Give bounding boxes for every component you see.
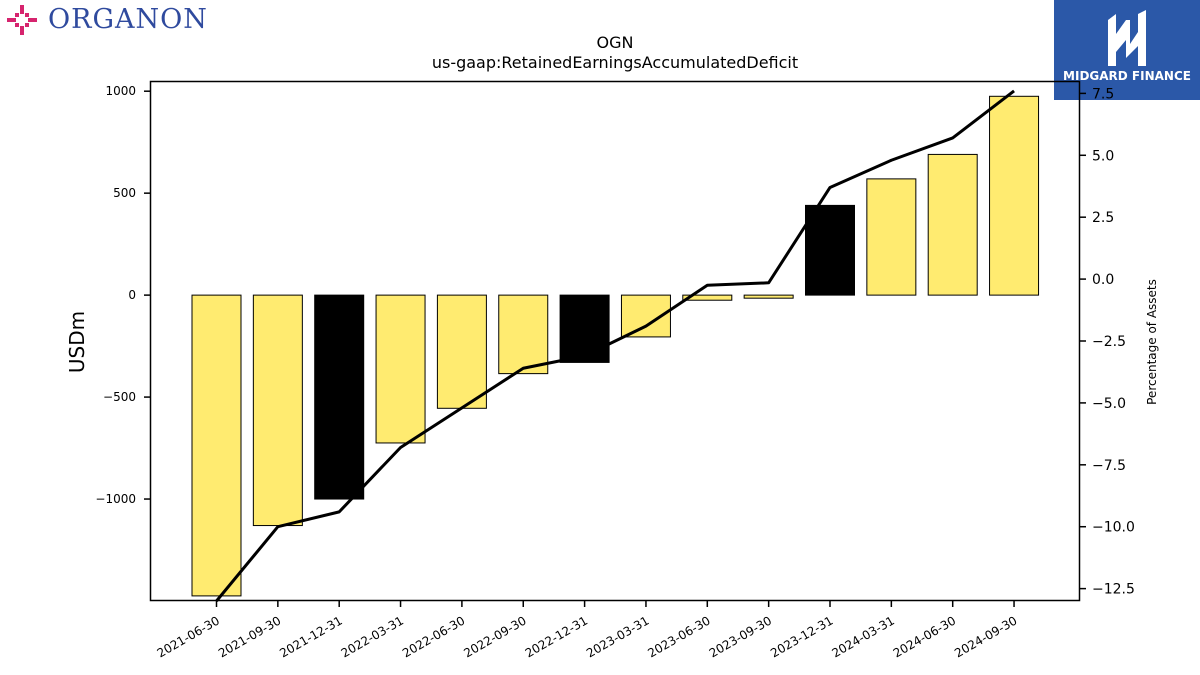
chart-title: OGN bbox=[597, 33, 634, 52]
y2-tick-label: −10.0 bbox=[1092, 520, 1135, 536]
bar-2022-09-30 bbox=[498, 294, 549, 375]
bar-2024-03-31 bbox=[866, 178, 917, 296]
midgard-mark-icon bbox=[1108, 10, 1146, 66]
bar-2024-06-30 bbox=[927, 153, 978, 296]
x-tick-label: 2022-09-30 bbox=[461, 613, 528, 660]
midgard-finance-logo: MIDGARD FINANCE bbox=[1054, 0, 1200, 100]
y2-tick-label: −12.5 bbox=[1092, 582, 1135, 598]
bar-2022-06-30 bbox=[436, 294, 487, 409]
y-tick-label: −1000 bbox=[95, 492, 136, 506]
y-tick-label: 1000 bbox=[105, 84, 136, 98]
bar-2023-09-30 bbox=[743, 294, 794, 299]
bar-series bbox=[191, 95, 1040, 597]
bar-2024-09-30 bbox=[989, 95, 1040, 296]
x-tick-label: 2023-12-31 bbox=[768, 613, 835, 660]
x-axis: 2021-06-302021-09-302021-12-312022-03-31… bbox=[155, 601, 1020, 660]
x-tick-label: 2024-09-30 bbox=[952, 613, 1019, 660]
bar-2021-12-31 bbox=[314, 294, 365, 500]
organon-mark-icon bbox=[7, 5, 37, 35]
y2-tick-label: −5.0 bbox=[1092, 396, 1126, 412]
y2-tick-label: 2.5 bbox=[1092, 210, 1114, 226]
y2-tick-label: 0.0 bbox=[1092, 272, 1114, 288]
plot-frame bbox=[149, 80, 1081, 602]
bar-2021-09-30 bbox=[252, 294, 303, 527]
bar-2021-06-30 bbox=[191, 294, 242, 597]
bar-2022-12-31 bbox=[559, 294, 610, 363]
y2-tick-label: −2.5 bbox=[1092, 334, 1126, 350]
y2-tick-label: 7.5 bbox=[1092, 86, 1114, 102]
y-tick-label: 0 bbox=[128, 288, 136, 302]
x-tick-label: 2022-06-30 bbox=[400, 613, 467, 660]
y-tick-label: −500 bbox=[103, 390, 136, 404]
x-tick-label: 2023-06-30 bbox=[645, 613, 712, 660]
midgard-logo-text: MIDGARD FINANCE bbox=[1063, 69, 1191, 83]
y2-axis-label: Percentage of Assets bbox=[1145, 279, 1159, 405]
bar-2023-03-31 bbox=[620, 294, 671, 338]
x-tick-label: 2022-12-31 bbox=[523, 613, 590, 660]
y2-tick-label: −7.5 bbox=[1092, 458, 1126, 474]
y-axis-right: −12.5 −10.0 −7.5 −5.0 −2.5 0.0 2.5 5.0 7.5 bbox=[1080, 86, 1135, 598]
y-axis-label: USDm bbox=[65, 311, 89, 373]
organon-logo: ORGANON bbox=[4, 2, 224, 42]
x-tick-label: 2023-09-30 bbox=[707, 613, 774, 660]
bar-2023-12-31 bbox=[805, 204, 855, 296]
y-tick-label: 500 bbox=[113, 186, 136, 200]
percentage-line bbox=[215, 89, 1015, 602]
y2-tick-label: 5.0 bbox=[1092, 148, 1114, 164]
chart-subtitle: us-gaap:RetainedEarningsAccumulatedDefic… bbox=[432, 53, 798, 72]
x-tick-label: 2021-06-30 bbox=[155, 613, 222, 660]
organon-logo-text: ORGANON bbox=[48, 4, 208, 35]
x-tick-label: 2024-03-31 bbox=[829, 613, 896, 660]
bar-2022-03-31 bbox=[375, 294, 426, 444]
bar-2023-06-30 bbox=[682, 294, 733, 301]
x-tick-label: 2022-03-31 bbox=[339, 613, 406, 660]
x-tick-label: 2021-12-31 bbox=[277, 613, 344, 660]
x-tick-label: 2021-09-30 bbox=[216, 613, 283, 660]
x-tick-label: 2023-03-31 bbox=[584, 613, 651, 660]
y-axis-left: −1000 −500 0 500 1000 bbox=[95, 84, 150, 506]
x-tick-label: 2024-06-30 bbox=[891, 613, 958, 660]
